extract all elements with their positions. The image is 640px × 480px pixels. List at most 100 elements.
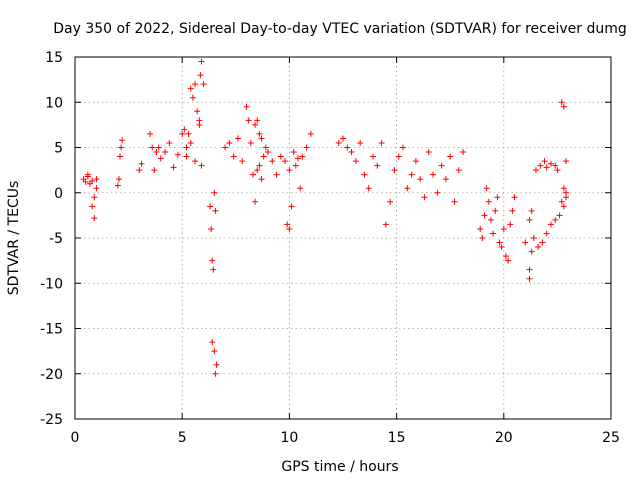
data-point bbox=[387, 198, 394, 205]
data-point bbox=[147, 130, 154, 137]
data-point bbox=[451, 198, 458, 205]
data-point bbox=[357, 139, 364, 146]
data-point bbox=[247, 139, 254, 146]
data-point bbox=[365, 185, 372, 192]
data-point bbox=[179, 130, 186, 137]
data-point bbox=[460, 149, 467, 156]
data-point bbox=[222, 144, 229, 151]
data-point bbox=[552, 216, 559, 223]
data-point bbox=[252, 121, 259, 128]
data-point bbox=[162, 149, 169, 156]
x-axis-label: GPS time / hours bbox=[281, 459, 398, 475]
data-point bbox=[254, 117, 261, 124]
data-point bbox=[234, 135, 241, 142]
data-point bbox=[552, 162, 559, 169]
data-point bbox=[421, 194, 428, 201]
data-point bbox=[198, 58, 205, 65]
data-point bbox=[284, 221, 291, 228]
data-point bbox=[82, 178, 89, 185]
data-point bbox=[239, 158, 246, 165]
data-point bbox=[498, 244, 505, 251]
data-point bbox=[136, 167, 143, 174]
data-point bbox=[211, 348, 218, 355]
data-point bbox=[481, 212, 488, 219]
data-point bbox=[560, 203, 567, 210]
data-point bbox=[151, 167, 158, 174]
data-point bbox=[543, 230, 550, 237]
data-point bbox=[252, 198, 259, 205]
data-point bbox=[258, 176, 265, 183]
data-point bbox=[93, 176, 100, 183]
data-point bbox=[290, 149, 297, 156]
data-point bbox=[192, 81, 199, 88]
data-point bbox=[256, 162, 263, 169]
y-tick-labels: 15 10 5 0 -5 -10 -15 -20 -25 bbox=[40, 50, 63, 428]
data-point bbox=[166, 139, 173, 146]
data-point bbox=[487, 216, 494, 223]
data-point bbox=[530, 235, 537, 241]
data-point bbox=[479, 235, 486, 241]
data-point bbox=[269, 158, 276, 165]
data-point bbox=[185, 130, 192, 137]
data-point bbox=[93, 185, 100, 192]
data-point bbox=[526, 216, 533, 223]
data-point bbox=[277, 153, 284, 160]
data-point bbox=[500, 225, 507, 232]
data-point bbox=[262, 144, 269, 151]
y-tick-label: -15 bbox=[40, 322, 63, 338]
data-point bbox=[532, 167, 539, 174]
data-point bbox=[335, 139, 342, 146]
data-point bbox=[556, 212, 563, 219]
data-point bbox=[149, 144, 156, 151]
data-points bbox=[80, 58, 569, 377]
data-point bbox=[562, 158, 569, 165]
data-point bbox=[370, 153, 377, 160]
data-point bbox=[505, 257, 512, 264]
x-tick-label: 5 bbox=[178, 430, 187, 446]
data-point bbox=[391, 167, 398, 174]
data-point bbox=[455, 167, 462, 174]
data-point bbox=[361, 171, 368, 178]
data-point bbox=[526, 266, 533, 273]
y-tick-label: 15 bbox=[45, 50, 63, 66]
x-tick-label: 25 bbox=[602, 430, 620, 446]
data-point bbox=[212, 370, 219, 377]
data-point bbox=[254, 167, 261, 174]
data-point bbox=[294, 155, 301, 162]
data-point bbox=[114, 182, 121, 189]
data-point bbox=[547, 221, 554, 228]
data-point bbox=[194, 108, 201, 115]
data-point bbox=[434, 189, 441, 196]
data-point bbox=[286, 225, 293, 232]
y-tick-label: 5 bbox=[54, 141, 63, 157]
data-point bbox=[562, 189, 569, 196]
data-point bbox=[187, 139, 194, 146]
data-point bbox=[539, 239, 546, 246]
x-tick-label: 20 bbox=[495, 430, 513, 446]
data-point bbox=[442, 176, 449, 183]
data-point bbox=[157, 155, 164, 162]
data-point bbox=[344, 144, 351, 151]
data-point bbox=[170, 164, 177, 171]
data-point bbox=[212, 207, 219, 214]
data-point bbox=[260, 153, 267, 160]
data-point bbox=[243, 103, 250, 110]
data-point bbox=[209, 339, 216, 346]
data-point bbox=[352, 158, 359, 165]
data-point bbox=[226, 139, 233, 146]
data-point bbox=[492, 207, 499, 214]
chart-title: Day 350 of 2022, Sidereal Day-to-day VTE… bbox=[53, 21, 627, 37]
data-point bbox=[115, 176, 122, 183]
data-point bbox=[404, 185, 411, 192]
data-point bbox=[208, 225, 215, 232]
data-point bbox=[273, 171, 280, 178]
data-point bbox=[84, 171, 91, 178]
data-point bbox=[307, 130, 314, 137]
data-point bbox=[340, 135, 346, 142]
data-point bbox=[117, 153, 124, 160]
plot-frame bbox=[74, 56, 612, 420]
y-tick-label: -25 bbox=[40, 412, 63, 428]
data-point bbox=[183, 153, 190, 160]
data-point bbox=[297, 185, 304, 192]
data-point bbox=[496, 239, 503, 246]
